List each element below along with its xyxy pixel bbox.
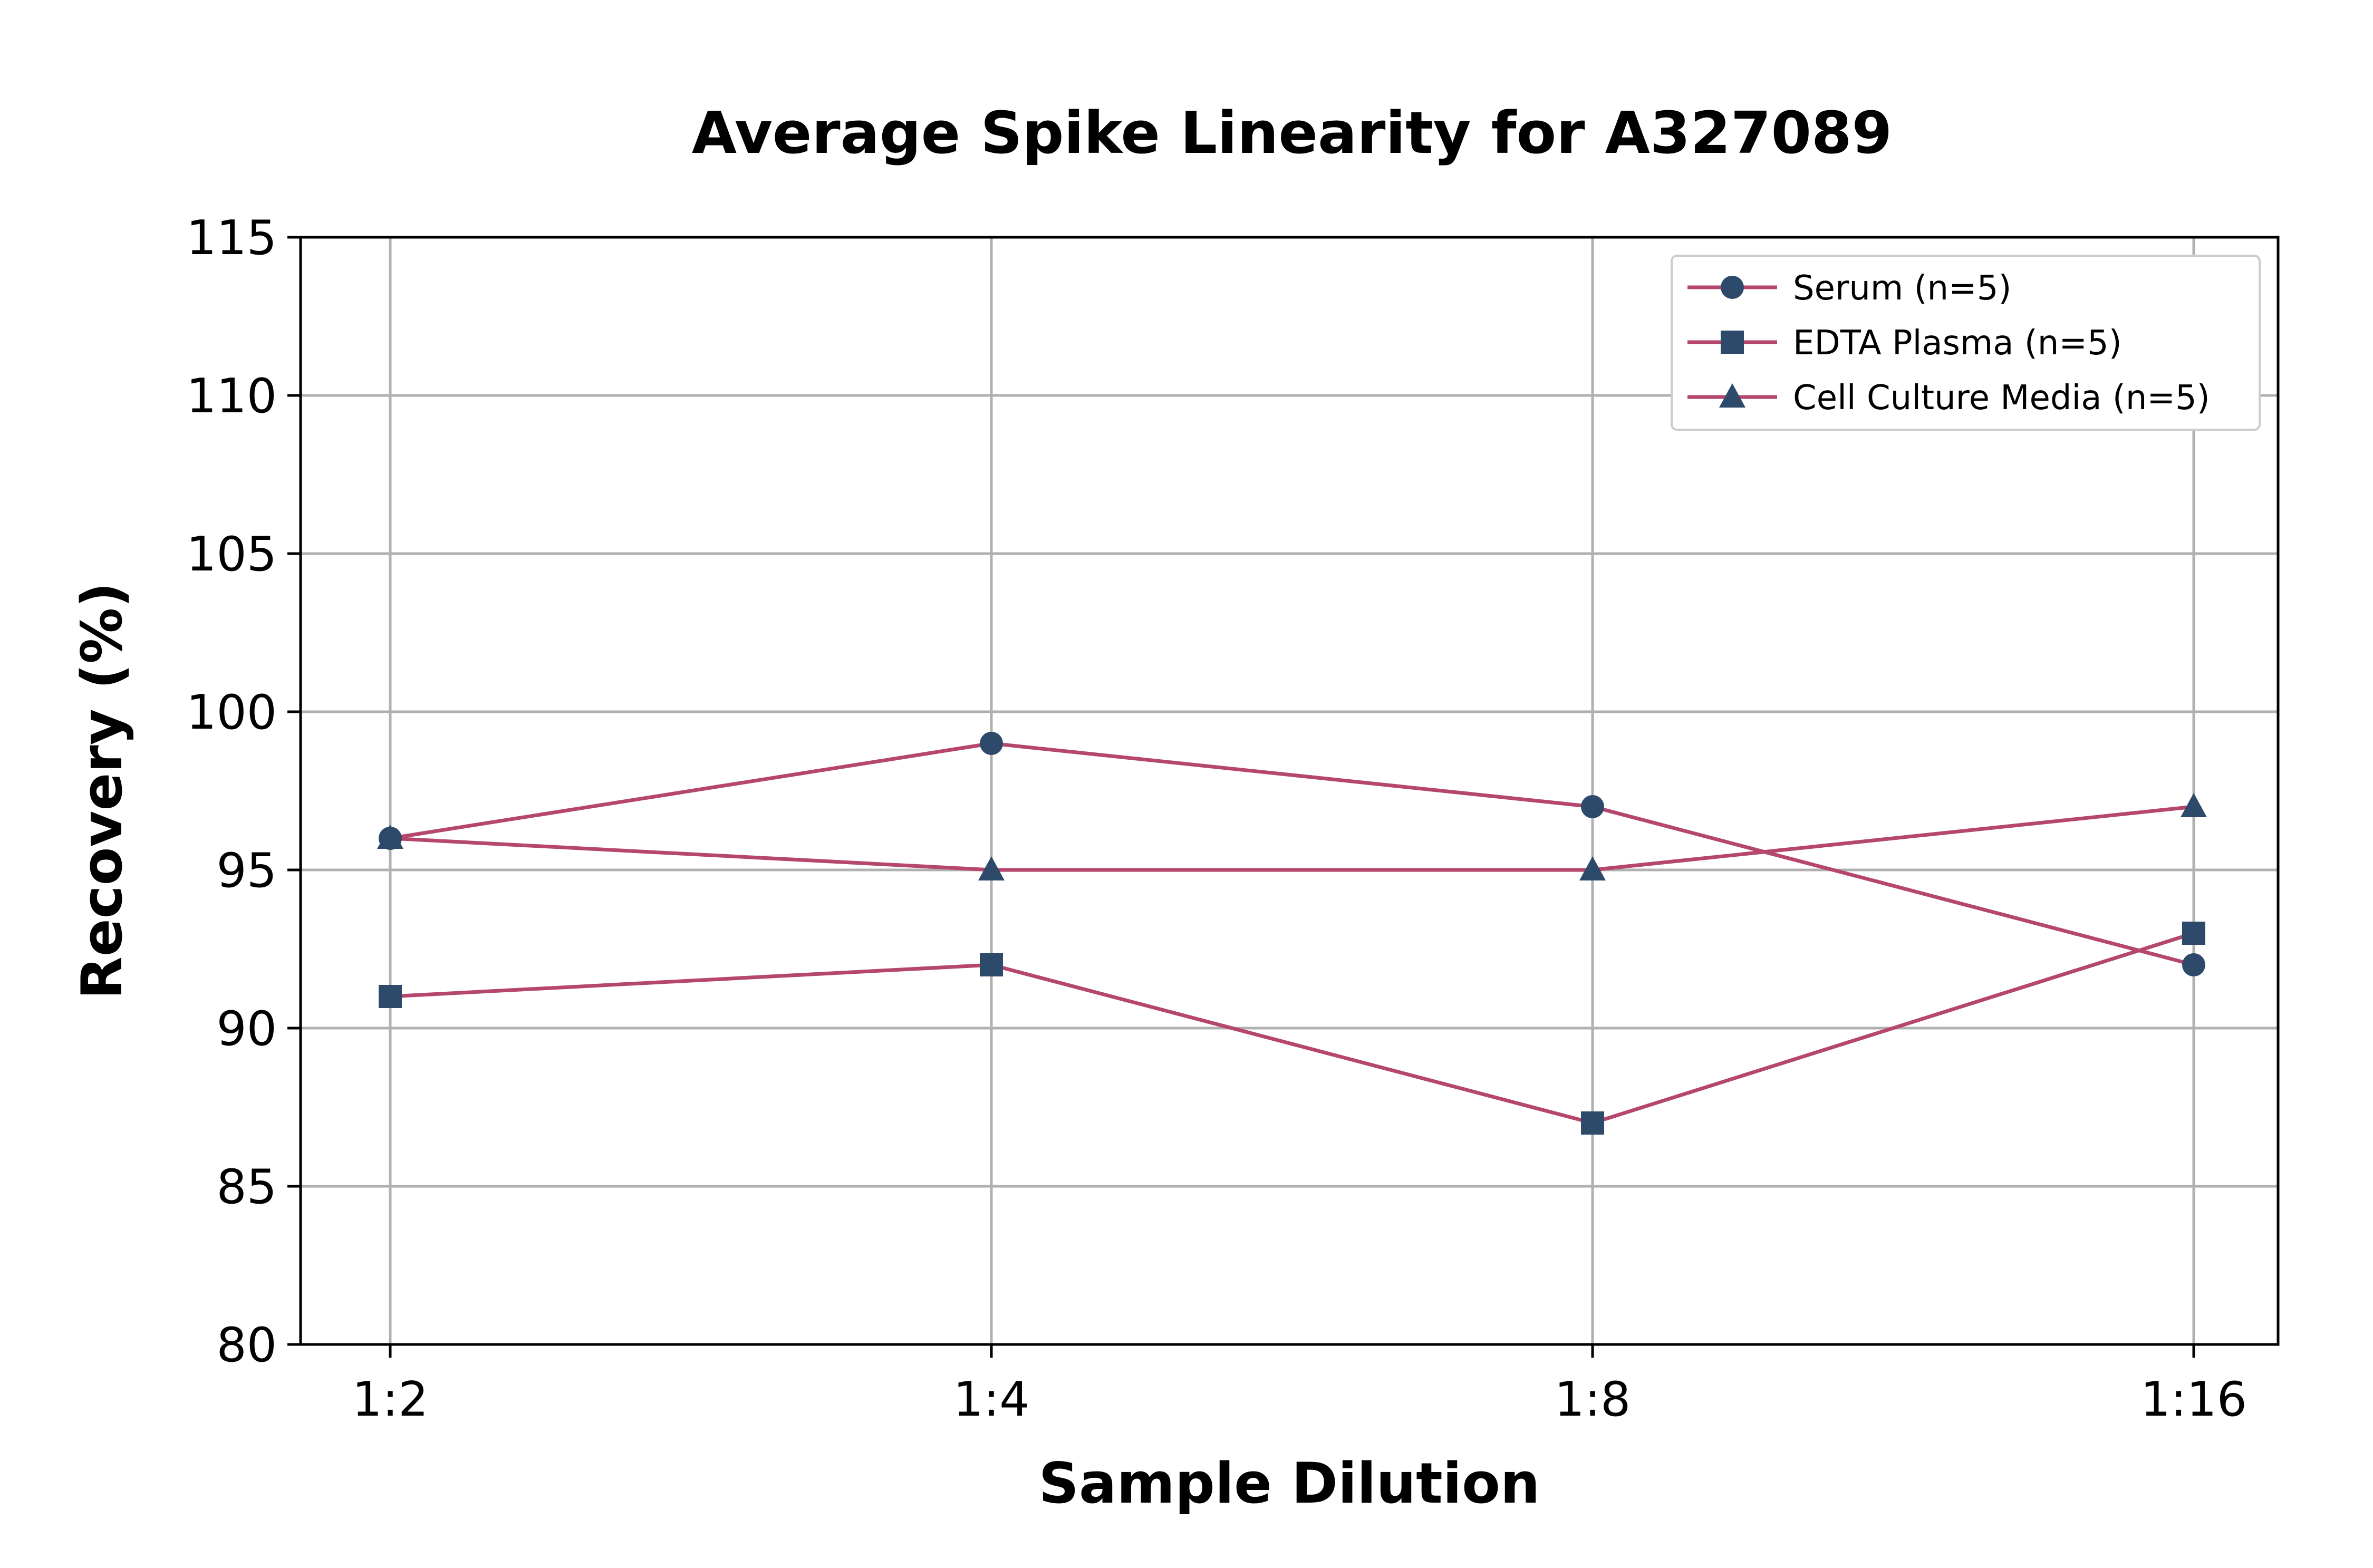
legend-marker-triangle xyxy=(1719,383,1745,408)
data-point-triangle xyxy=(1579,856,1606,880)
series-line xyxy=(390,931,2195,1125)
x-tick-label: 1:16 xyxy=(2140,1372,2247,1427)
x-axis-label: Sample Dilution xyxy=(1039,1451,1540,1516)
legend-label: Cell Culture Media (n=5) xyxy=(1793,379,2210,418)
series-markers-triangle xyxy=(377,793,2207,880)
x-tick-label: 1:8 xyxy=(1555,1372,1631,1427)
series-line xyxy=(390,805,2194,872)
legend: Serum (n=5) EDTA Plasma (n=5) Cell Culture… xyxy=(1671,255,2261,431)
y-tick-label: 90 xyxy=(216,1001,277,1057)
series-circle xyxy=(390,741,2194,967)
series-triangle xyxy=(390,805,2194,872)
legend-label: EDTA Plasma (n=5) xyxy=(1793,324,2122,363)
legend-item: EDTA Plasma (n=5) xyxy=(1687,324,2122,363)
plot-area-frame xyxy=(299,236,2280,1346)
series-line xyxy=(390,741,2194,967)
data-point-triangle xyxy=(377,825,403,849)
series-square xyxy=(390,931,2195,1125)
data-point-circle xyxy=(2182,953,2205,976)
legend-box xyxy=(1671,255,2261,431)
data-point-triangle xyxy=(978,856,1005,880)
x-tick-label: 1:2 xyxy=(352,1372,429,1427)
y-tick-label: 85 xyxy=(216,1159,277,1215)
y-tick-label: 105 xyxy=(186,527,277,582)
data-point-triangle xyxy=(2181,793,2207,817)
legend-marker-circle xyxy=(1721,276,1744,299)
series-markers-circle xyxy=(379,732,2205,976)
legend-label: Serum (n=5) xyxy=(1793,269,2011,308)
series-markers-square xyxy=(379,922,2205,1135)
y-tick-label: 115 xyxy=(186,210,277,266)
series-group xyxy=(377,732,2207,1135)
data-point-square xyxy=(379,985,402,1008)
data-point-circle xyxy=(980,732,1003,755)
legend-item: Serum (n=5) xyxy=(1687,269,2011,308)
y-axis-label: Recovery (%) xyxy=(70,582,134,1000)
legend-marker-square xyxy=(1721,331,1744,354)
data-point-square xyxy=(1581,1111,1604,1135)
data-point-square xyxy=(2182,922,2205,945)
axis-ticks: 1:2 1:4 1:8 1:16 80 85 90 95 100 105 110 115 xyxy=(186,210,2247,1427)
y-tick-label: 110 xyxy=(186,369,277,424)
chart-title: Average Spike Linearity for A327089 xyxy=(692,99,1892,167)
y-tick-label: 80 xyxy=(216,1318,277,1373)
data-point-circle xyxy=(1581,795,1604,818)
data-point-square xyxy=(980,953,1003,976)
y-tick-label: 95 xyxy=(216,843,277,898)
legend-item: Cell Culture Media (n=5) xyxy=(1687,379,2210,418)
x-tick-label: 1:4 xyxy=(953,1372,1030,1427)
y-tick-label: 100 xyxy=(186,685,277,740)
